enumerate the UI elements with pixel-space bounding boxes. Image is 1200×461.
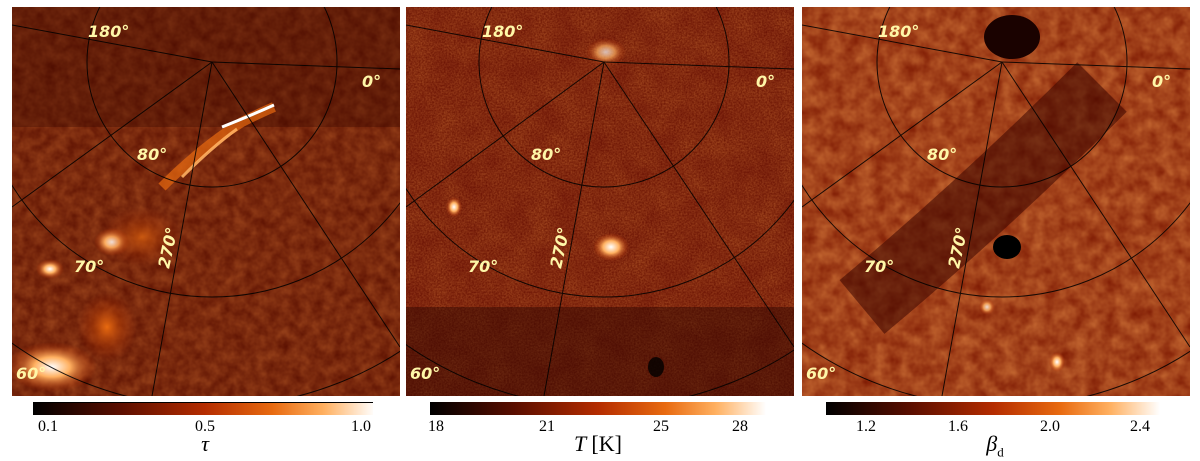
tau-symbol: τ xyxy=(201,431,209,456)
lon-label-180: 180° xyxy=(88,22,129,41)
temperature-quantity-label: T [K] xyxy=(574,431,622,457)
temperature-tick-3: 28 xyxy=(732,418,748,435)
map-panel-beta: 180° 0° 80° 70° 270° 60° xyxy=(802,7,1190,396)
beta-map-image: 180° 0° 80° 70° 270° 60° xyxy=(802,7,1190,396)
map-panel-temperature: 180° 0° 80° 70° 270° 60° xyxy=(406,7,794,396)
beta-subscript: d xyxy=(997,444,1004,460)
lat-label-60: 60° xyxy=(16,364,46,383)
tau-tick-2: 1.0 xyxy=(351,418,371,435)
temperature-tick-1: 21 xyxy=(539,418,555,435)
tau-tick-1: 0.5 xyxy=(195,418,215,435)
map-panel-tau: 180° 0° 80° 70° 270° 60° xyxy=(12,7,400,396)
tau-quantity-label: τ xyxy=(201,431,209,457)
lon-label-180: 180° xyxy=(878,22,919,41)
tau-tick-0: 0.1 xyxy=(38,418,58,435)
lat-label-80: 80° xyxy=(137,145,167,164)
temperature-symbol: T xyxy=(574,431,586,456)
lat-label-70: 70° xyxy=(468,257,498,276)
beta-quantity-label: βd xyxy=(986,431,1003,460)
colorbar-tau xyxy=(33,402,373,415)
beta-tick-3: 2.4 xyxy=(1130,418,1150,435)
beta-tick-1: 1.6 xyxy=(948,418,968,435)
temperature-unit: [K] xyxy=(591,431,622,456)
lon-label-0: 0° xyxy=(756,72,775,91)
lat-label-70: 70° xyxy=(74,257,104,276)
lon-label-180: 180° xyxy=(482,22,523,41)
lat-label-60: 60° xyxy=(410,364,440,383)
beta-tick-0: 1.2 xyxy=(856,418,876,435)
colorbar-beta xyxy=(826,402,1160,415)
lon-label-0: 0° xyxy=(362,72,381,91)
beta-symbol: β xyxy=(986,431,998,456)
temperature-tick-0: 18 xyxy=(428,418,444,435)
colorbar-temperature xyxy=(430,402,766,415)
temperature-tick-2: 25 xyxy=(653,418,669,435)
lon-label-0: 0° xyxy=(1152,72,1171,91)
lat-label-80: 80° xyxy=(531,145,561,164)
lat-label-80: 80° xyxy=(927,145,957,164)
temperature-map-image: 180° 0° 80° 70° 270° 60° xyxy=(406,7,794,396)
lat-label-60: 60° xyxy=(806,364,836,383)
lat-label-70: 70° xyxy=(864,257,894,276)
tau-map-image: 180° 0° 80° 70° 270° 60° xyxy=(12,7,400,396)
beta-tick-2: 2.0 xyxy=(1040,418,1060,435)
